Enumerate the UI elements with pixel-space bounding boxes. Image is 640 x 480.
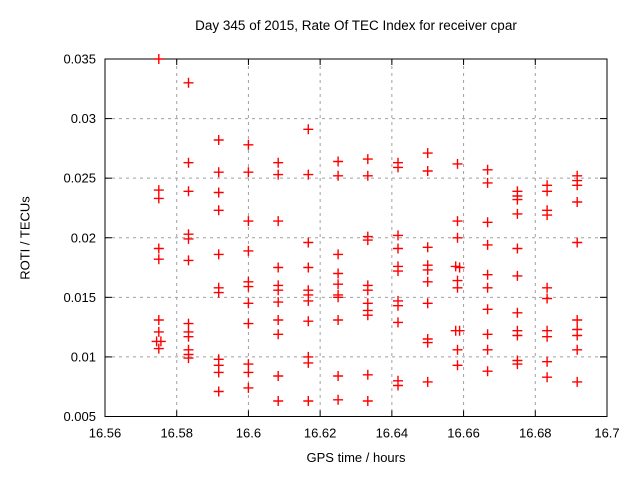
chart-title: Day 345 of 2015, Rate Of TEC Index for r… [195,18,517,33]
y-tick-label: 0.02 [71,230,96,245]
plot-border [104,58,608,417]
x-tick-label: 16.56 [89,426,122,441]
y-tick-label: 0.035 [63,52,96,67]
x-tick-label: 16.68 [519,426,552,441]
data-points-plus-markers [151,54,583,406]
y-tick-label: 0.03 [71,111,96,126]
x-tick-label: 16.6 [236,426,261,441]
x-tick-label: 16.62 [304,426,337,441]
x-tick-label: 16.64 [376,426,409,441]
y-tick-label: 0.005 [63,409,96,424]
x-tick-label: 16.7 [594,426,619,441]
y-tick-label: 0.01 [71,349,96,364]
y-tick-label: 0.025 [63,171,96,186]
y-axis-label: ROTI / TECUs [17,196,33,280]
y-tick-label: 0.015 [63,290,96,305]
x-axis-label: GPS time / hours [306,450,406,465]
x-tick-label: 16.58 [160,426,193,441]
x-tick-label: 16.66 [447,426,480,441]
